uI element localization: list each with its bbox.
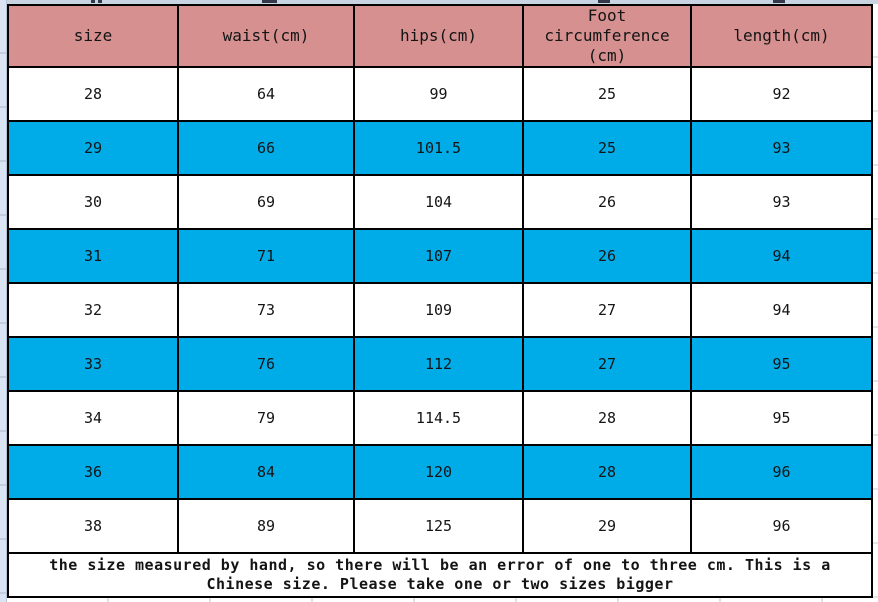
table-cell: 96 <box>690 498 873 554</box>
table-cell: 104 <box>353 174 524 230</box>
table-cell: 32 <box>7 282 179 338</box>
table-cell: 36 <box>7 444 179 500</box>
size-chart-table: size waist(cm) hips(cm) Foot circumference … <box>7 4 873 598</box>
top-edge-artifact <box>773 0 785 3</box>
table-cell: 120 <box>353 444 524 500</box>
table-cell: 64 <box>177 66 355 122</box>
top-edge-artifact <box>598 0 610 3</box>
table-cell: 114.5 <box>353 390 524 446</box>
top-edge-artifact <box>91 0 95 3</box>
table-row: 29 66 101.5 25 93 <box>7 120 873 176</box>
column-header: size <box>7 4 179 68</box>
footer-row: the size measured by hand, so there will… <box>7 552 873 598</box>
table-row: 30 69 104 26 93 <box>7 174 873 230</box>
table-cell: 93 <box>690 120 873 176</box>
table-cell: 107 <box>353 228 524 284</box>
table-cell: 92 <box>690 66 873 122</box>
table-row: 28 64 99 25 92 <box>7 66 873 122</box>
table-cell: 95 <box>690 390 873 446</box>
table-cell: 79 <box>177 390 355 446</box>
table-cell: 73 <box>177 282 355 338</box>
top-edge-artifact <box>262 0 277 3</box>
spreadsheet-top-edge <box>7 0 878 4</box>
table-cell: 94 <box>690 228 873 284</box>
top-edge-artifact <box>98 0 102 3</box>
table-cell: 101.5 <box>353 120 524 176</box>
table-cell: 66 <box>177 120 355 176</box>
column-header: hips(cm) <box>353 4 524 68</box>
table-cell: 27 <box>522 282 692 338</box>
table-body: 28 64 99 25 92 29 66 101.5 25 93 30 69 104 26 93 31 71 10… <box>7 66 873 554</box>
header-row: size waist(cm) hips(cm) Foot circumference … <box>7 4 873 68</box>
table-row: 33 76 112 27 95 <box>7 336 873 392</box>
table-cell: 96 <box>690 444 873 500</box>
measurement-note: the size measured by hand, so there will… <box>7 552 873 598</box>
table-cell: 25 <box>522 120 692 176</box>
table-cell: 26 <box>522 174 692 230</box>
table-cell: 33 <box>7 336 179 392</box>
spreadsheet-left-edge <box>0 0 7 602</box>
table-row: 36 84 120 28 96 <box>7 444 873 500</box>
table-row: 31 71 107 26 94 <box>7 228 873 284</box>
table-cell: 112 <box>353 336 524 392</box>
table-cell: 31 <box>7 228 179 284</box>
spreadsheet-right-edge <box>871 4 878 602</box>
table-cell: 76 <box>177 336 355 392</box>
table-cell: 99 <box>353 66 524 122</box>
table-cell: 29 <box>7 120 179 176</box>
table-cell: 28 <box>7 66 179 122</box>
table-cell: 89 <box>177 498 355 554</box>
table-cell: 38 <box>7 498 179 554</box>
table-cell: 84 <box>177 444 355 500</box>
table-cell: 27 <box>522 336 692 392</box>
table-cell: 30 <box>7 174 179 230</box>
table-cell: 95 <box>690 336 873 392</box>
table-row: 32 73 109 27 94 <box>7 282 873 338</box>
table-cell: 26 <box>522 228 692 284</box>
column-header: waist(cm) <box>177 4 355 68</box>
table-cell: 109 <box>353 282 524 338</box>
table-cell: 29 <box>522 498 692 554</box>
table-cell: 28 <box>522 444 692 500</box>
table-row: 38 89 125 29 96 <box>7 498 873 554</box>
spreadsheet-bottom-edge <box>7 594 871 602</box>
table-cell: 71 <box>177 228 355 284</box>
table-cell: 69 <box>177 174 355 230</box>
table-cell: 125 <box>353 498 524 554</box>
table-cell: 25 <box>522 66 692 122</box>
column-header: Foot circumference (cm) <box>522 4 692 68</box>
column-header: length(cm) <box>690 4 873 68</box>
table-row: 34 79 114.5 28 95 <box>7 390 873 446</box>
table-cell: 28 <box>522 390 692 446</box>
table-cell: 94 <box>690 282 873 338</box>
table-cell: 34 <box>7 390 179 446</box>
table-cell: 93 <box>690 174 873 230</box>
